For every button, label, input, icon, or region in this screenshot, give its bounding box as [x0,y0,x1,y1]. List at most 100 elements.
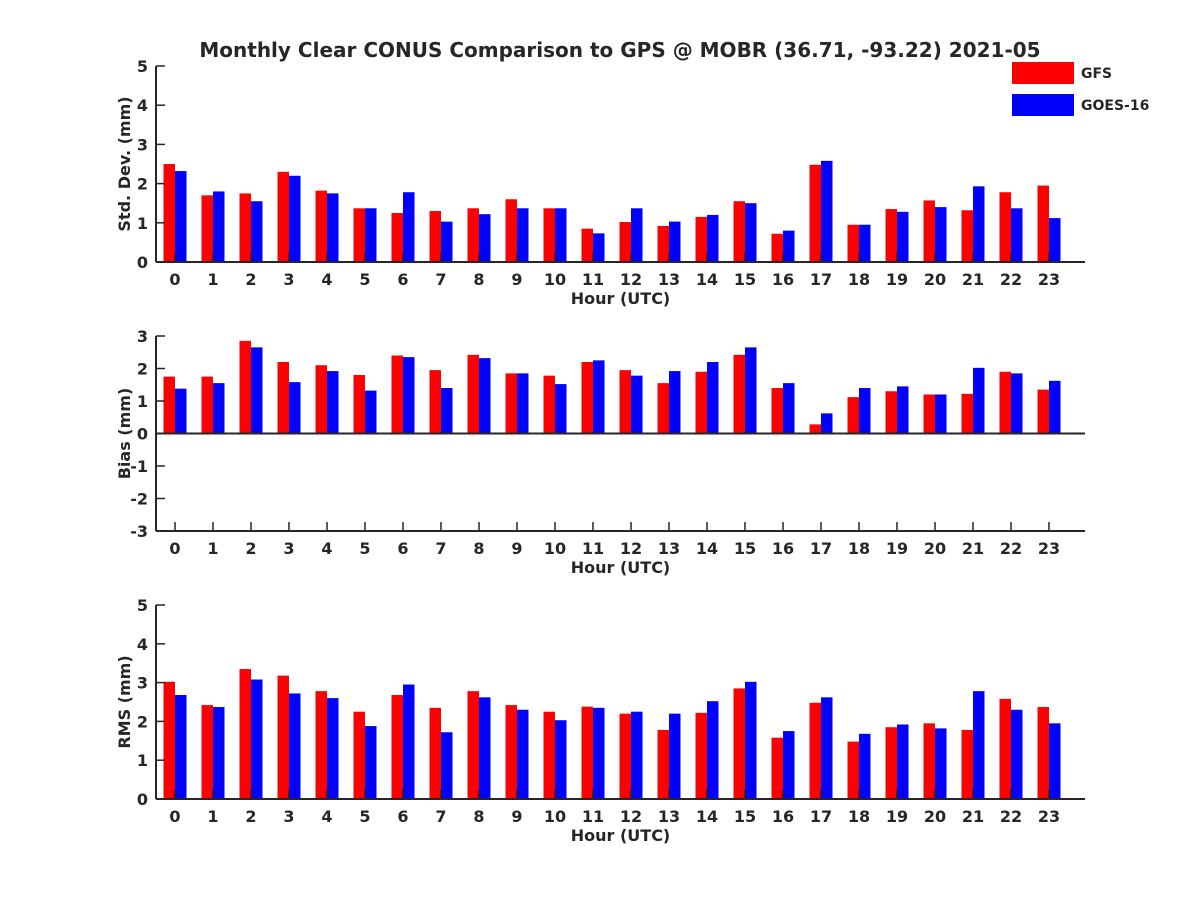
bar-goes16-hour-11 [593,360,605,434]
x-tick-label: 15 [734,539,756,558]
bar-goes16-hour-18 [859,388,871,434]
x-tick-label: 5 [359,539,370,558]
bar-goes16-hour-2 [251,347,263,434]
bar-goes16-hour-3 [289,382,301,434]
x-tick-label: 10 [544,807,566,826]
bar-gfs-hour-17 [809,702,821,799]
x-tick-label: 4 [321,270,332,289]
x-tick-label: 23 [1038,270,1060,289]
x-tick-label: 17 [810,807,832,826]
bar-goes16-hour-5 [365,726,377,799]
bar-goes16-hour-1 [213,707,225,799]
bar-goes16-hour-2 [251,201,263,262]
bar-gfs-hour-17 [809,164,821,262]
bar-gfs-hour-19 [885,209,897,262]
x-tick-label: 7 [435,807,446,826]
y-tick-label: 1 [137,392,148,411]
bar-goes16-hour-13 [669,371,681,434]
x-tick-label: 2 [245,539,256,558]
y-tick-label: -1 [130,457,148,476]
bar-gfs-hour-21 [961,393,973,434]
bar-gfs-hour-11 [581,362,593,434]
bar-gfs-hour-1 [201,376,213,434]
bar-gfs-hour-1 [201,195,213,262]
legend-swatch-goes16 [1012,94,1074,116]
bar-goes16-hour-11 [593,233,605,262]
bar-gfs-hour-23 [1037,185,1049,262]
bar-goes16-hour-5 [365,390,377,434]
x-tick-label: 17 [810,539,832,558]
bar-goes16-hour-14 [707,362,719,434]
bar-gfs-hour-10 [543,711,555,799]
bar-goes16-hour-22 [1011,373,1023,434]
bar-goes16-hour-10 [555,720,567,799]
bar-goes16-hour-15 [745,347,757,434]
bar-gfs-hour-2 [239,340,251,434]
bar-gfs-hour-5 [353,711,365,799]
bar-goes16-hour-8 [479,358,491,434]
x-tick-label: 7 [435,539,446,558]
x-axis-label: Hour (UTC) [571,289,671,308]
bar-gfs-hour-13 [657,383,669,434]
bar-gfs-hour-7 [429,370,441,434]
bar-goes16-hour-16 [783,230,795,262]
bar-gfs-hour-21 [961,210,973,262]
x-tick-label: 12 [620,539,642,558]
bar-gfs-hour-10 [543,208,555,262]
bar-goes16-hour-17 [821,160,833,262]
bar-goes16-hour-0 [175,171,187,262]
bar-gfs-hour-9 [505,373,517,434]
bar-goes16-hour-1 [213,383,225,434]
x-tick-label: 1 [207,539,218,558]
bar-goes16-hour-21 [973,186,985,262]
bar-gfs-hour-14 [695,712,707,799]
bar-goes16-hour-3 [289,175,301,262]
bar-gfs-hour-7 [429,707,441,799]
bar-gfs-hour-14 [695,371,707,434]
bar-goes16-hour-23 [1049,380,1061,434]
bar-gfs-hour-23 [1037,707,1049,799]
bar-goes16-hour-0 [175,695,187,799]
x-tick-label: 7 [435,270,446,289]
bar-gfs-hour-6 [391,695,403,799]
legend-swatch-gfs [1012,62,1074,84]
bar-goes16-hour-21 [973,691,985,799]
y-tick-label: 4 [137,96,148,115]
bar-goes16-hour-14 [707,214,719,262]
x-tick-label: 5 [359,270,370,289]
y-tick-label: 0 [137,790,148,809]
bar-gfs-hour-7 [429,211,441,262]
bar-goes16-hour-7 [441,221,453,262]
x-tick-label: 5 [359,807,370,826]
chart-title: Monthly Clear CONUS Comparison to GPS @ … [199,38,1040,62]
bar-goes16-hour-13 [669,713,681,799]
bar-gfs-hour-13 [657,225,669,262]
bar-gfs-hour-9 [505,199,517,262]
bar-goes16-hour-0 [175,388,187,434]
x-tick-label: 21 [962,539,984,558]
bar-goes16-hour-12 [631,375,643,434]
x-tick-label: 15 [734,270,756,289]
bar-goes16-hour-12 [631,208,643,262]
bar-goes16-hour-22 [1011,208,1023,262]
bar-goes16-hour-20 [935,728,947,799]
x-tick-label: 19 [886,539,908,558]
y-axis-label: Std. Dev. (mm) [115,96,134,231]
x-tick-label: 12 [620,270,642,289]
bar-gfs-hour-0 [163,376,175,434]
x-axis-label: Hour (UTC) [571,558,671,577]
y-tick-label: 0 [137,425,148,444]
y-tick-label: 3 [137,674,148,693]
bar-goes16-hour-2 [251,679,263,799]
bar-gfs-hour-16 [771,388,783,434]
bar-gfs-hour-9 [505,705,517,799]
y-tick-label: -3 [130,522,148,541]
x-axis-label: Hour (UTC) [571,826,671,845]
bar-goes16-hour-8 [479,214,491,262]
bar-gfs-hour-2 [239,193,251,262]
bar-goes16-hour-11 [593,707,605,799]
x-tick-label: 18 [848,270,870,289]
bar-gfs-hour-22 [999,371,1011,434]
bar-goes16-hour-23 [1049,723,1061,799]
